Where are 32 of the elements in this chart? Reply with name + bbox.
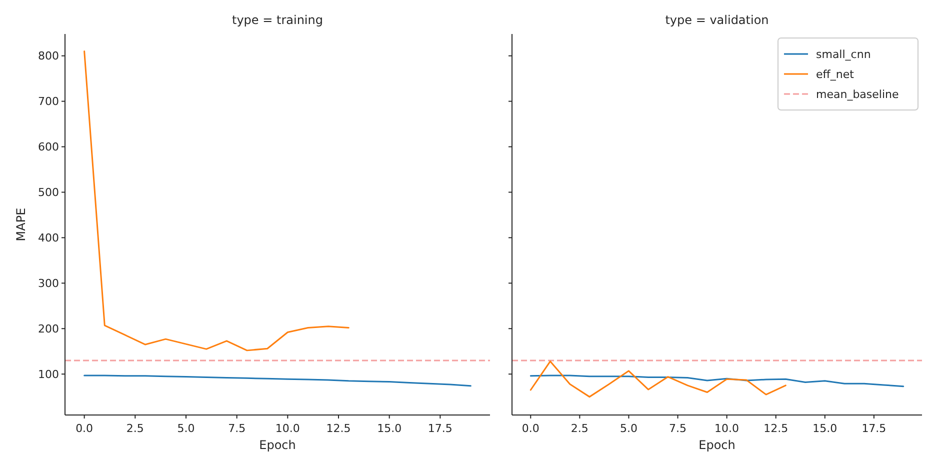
legend-label: mean_baseline — [816, 88, 899, 101]
y-axis-title: MAPE — [14, 208, 28, 242]
chart-title: type = training — [232, 13, 323, 27]
x-tick-label: 10.0 — [275, 422, 300, 435]
x-axis-title: Epoch — [698, 438, 736, 452]
legend-label: eff_net — [816, 68, 855, 81]
x-tick-label: 17.5 — [428, 422, 452, 435]
x-tick-label: 15.0 — [377, 422, 402, 435]
y-tick-label: 400 — [38, 232, 59, 245]
y-tick-label: 100 — [38, 368, 59, 381]
y-tick-label: 500 — [38, 186, 59, 200]
x-tick-label: 2.5 — [570, 422, 588, 435]
y-tick-label: 300 — [38, 277, 59, 290]
y-tick-label: 700 — [38, 95, 59, 108]
x-tick-label: 7.5 — [228, 422, 246, 435]
legend-label: small_cnn — [816, 48, 871, 61]
x-axis-title: Epoch — [259, 438, 296, 452]
x-tick-label: 0.0 — [76, 422, 94, 435]
x-tick-label: 10.0 — [714, 422, 740, 435]
x-tick-label: 7.5 — [669, 422, 687, 435]
y-tick-label: 600 — [38, 140, 59, 154]
x-tick-label: 15.0 — [812, 422, 838, 435]
x-tick-label: 2.5 — [126, 422, 144, 435]
chart-title: type = validation — [665, 13, 769, 27]
x-tick-label: 0.0 — [522, 422, 540, 435]
x-tick-label: 5.0 — [620, 422, 638, 435]
x-tick-label: 5.0 — [177, 422, 195, 435]
x-tick-label: 12.5 — [326, 422, 351, 435]
x-tick-label: 12.5 — [764, 422, 788, 435]
x-tick-label: 17.5 — [862, 422, 886, 435]
y-tick-label: 800 — [38, 50, 59, 63]
y-tick-label: 200 — [38, 322, 59, 336]
